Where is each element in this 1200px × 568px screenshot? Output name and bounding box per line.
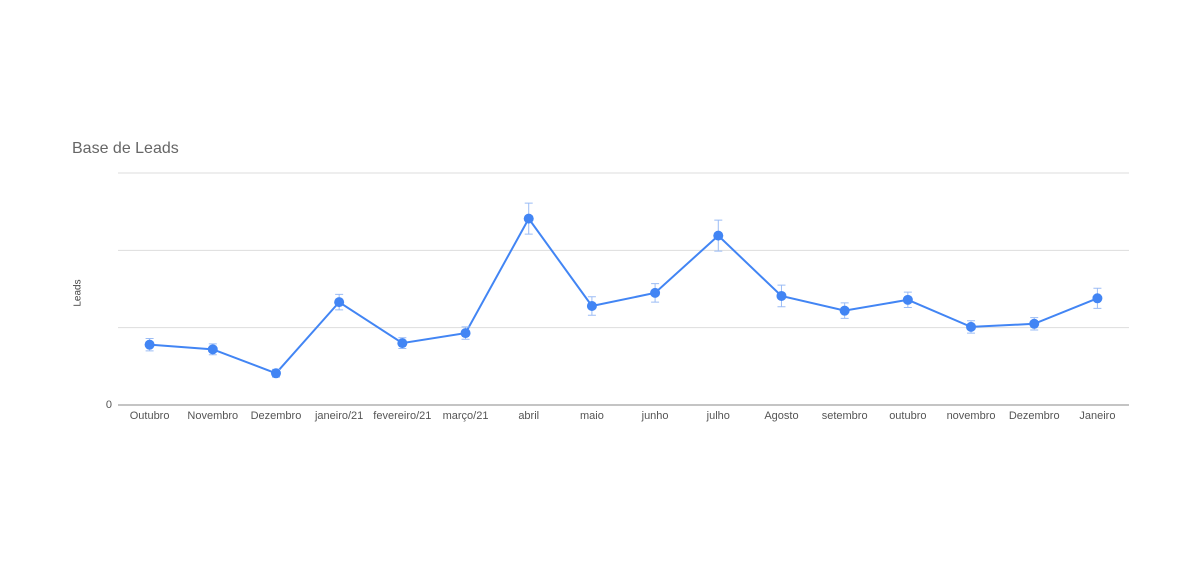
data-point [270, 368, 281, 379]
x-tick-label: outubro [889, 410, 926, 422]
data-point [334, 297, 345, 308]
x-tick-label: janeiro/21 [314, 410, 363, 422]
x-tick-label: junho [641, 410, 669, 422]
data-point [397, 338, 408, 349]
data-point [650, 287, 661, 298]
x-tick-label: fevereiro/21 [373, 410, 431, 422]
data-point [460, 328, 471, 339]
x-tick-label: Dezembro [1009, 410, 1060, 422]
data-point [966, 321, 977, 332]
y-tick-label: 0 [106, 399, 112, 411]
x-tick-label: Outubro [130, 410, 170, 422]
chart-title: Base de Leads [72, 140, 179, 157]
x-tick-label: novembro [947, 410, 996, 422]
x-tick-label: Janeiro [1079, 410, 1115, 422]
data-point [1092, 293, 1103, 304]
series-line [149, 216, 1098, 375]
x-tick-label: maio [580, 410, 604, 422]
x-tick-label: julho [706, 410, 730, 422]
x-tick-label: Dezembro [251, 410, 302, 422]
data-point [586, 301, 597, 312]
x-tick-label: setembro [822, 410, 868, 422]
x-tick-label: abril [518, 410, 539, 422]
x-tick-label: Agosto [764, 410, 798, 422]
data-point [1029, 318, 1040, 329]
data-point [776, 290, 787, 301]
data-point [144, 339, 155, 350]
data-point [207, 344, 218, 355]
data-point [713, 230, 724, 241]
data-point [839, 305, 850, 316]
x-tick-label: março/21 [443, 410, 489, 422]
x-tick-label: Novembro [187, 410, 238, 422]
y-axis-label: Leads [73, 279, 84, 306]
data-point [523, 213, 534, 224]
data-point [902, 294, 913, 305]
